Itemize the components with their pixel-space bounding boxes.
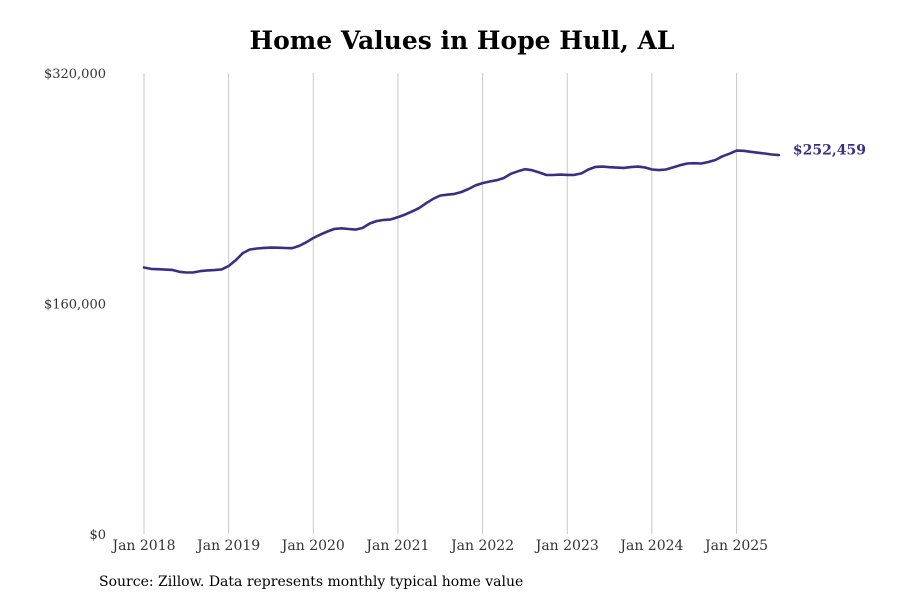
x-tick-label: Jan 2019 [195,538,260,554]
source-note: Source: Zillow. Data represents monthly … [99,574,524,590]
x-tick-label: Jan 2020 [280,538,345,554]
x-tick-label: Jan 2021 [364,538,429,554]
x-tick-label: Jan 2023 [534,538,599,554]
end-value-label: $252,459 [793,143,866,159]
x-tick-label: Jan 2018 [110,538,175,554]
y-tick-label: $160,000 [44,298,106,313]
x-tick-label: Jan 2022 [449,538,514,554]
series-line [142,149,781,274]
chart-title: Home Values in Hope Hull, AL [249,26,675,55]
y-tick-label: $0 [89,528,106,543]
x-tick-label: Jan 2025 [703,538,768,554]
y-tick-label: $320,000 [44,67,106,82]
x-tick-label: Jan 2024 [618,538,683,554]
